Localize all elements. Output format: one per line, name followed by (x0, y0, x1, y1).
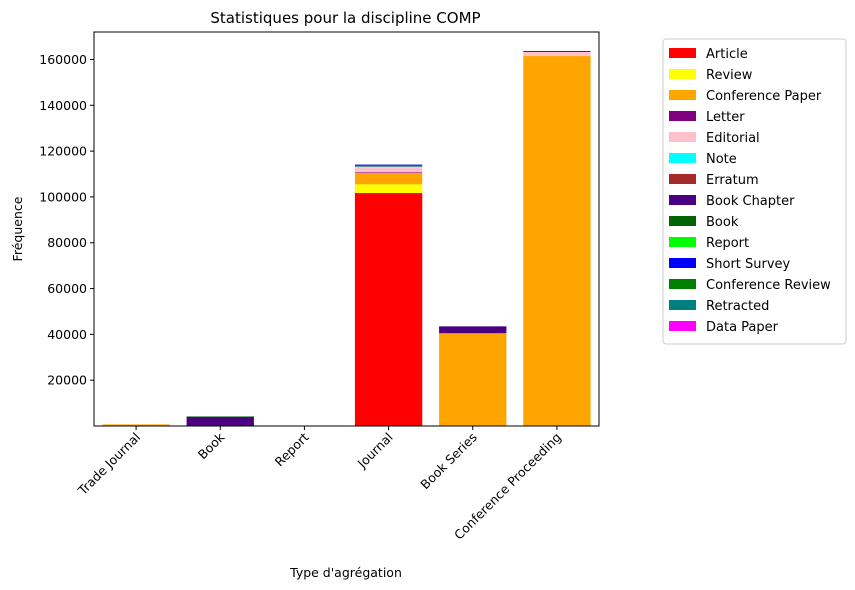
y-tick-label: 140000 (39, 98, 87, 113)
legend-swatch (669, 69, 696, 79)
legend-label: Letter (706, 110, 745, 125)
legend-swatch (669, 132, 696, 142)
bar-segment (354, 172, 423, 185)
legend-swatch (669, 279, 696, 289)
legend-swatch (669, 48, 696, 58)
bar-segment (354, 164, 423, 166)
legend-swatch (669, 300, 696, 310)
bar-segment (102, 424, 170, 426)
legend-label: Book (706, 215, 739, 230)
bar-segment (523, 51, 591, 52)
legend: Article Review Conference Paper Letter Edito… (662, 38, 847, 345)
bar-segment (186, 416, 254, 417)
legend-frame (662, 38, 847, 345)
bar-segment (354, 184, 423, 194)
y-tick-label: 120000 (39, 144, 87, 159)
y-axis-label: Fréquence (10, 196, 25, 261)
legend-label: Erratum (706, 173, 759, 188)
legend-swatch (669, 195, 696, 205)
x-tick-label: Trade Journal (74, 430, 143, 499)
legend-label: Short Survey (706, 257, 791, 272)
legend-label: Editorial (706, 131, 760, 146)
bar-segment (354, 166, 423, 173)
legend-label: Retracted (706, 299, 769, 314)
chart-title: Statistiques pour la discipline COMP (210, 9, 480, 27)
legend-swatch (669, 90, 696, 100)
y-tick-label: 20000 (47, 373, 87, 388)
bar-segment (186, 416, 254, 426)
legend-swatch (669, 153, 696, 163)
bar-segment (354, 166, 423, 167)
legend-label: Note (706, 152, 737, 167)
bar-segment (439, 326, 507, 334)
bar-segment (439, 333, 507, 426)
legend-swatch (669, 111, 696, 121)
legend-swatch (669, 321, 696, 331)
legend-swatch (669, 174, 696, 184)
y-tick-label: 100000 (39, 189, 87, 204)
legend-label: Article (706, 47, 748, 62)
y-tick-label: 60000 (47, 281, 87, 296)
bar-segment (523, 56, 591, 426)
bar-segment (354, 164, 423, 167)
bar-segment (354, 172, 423, 173)
y-tick-label: 40000 (47, 327, 87, 342)
y-tick-label: 80000 (47, 235, 87, 250)
legend-swatch (669, 237, 696, 247)
x-tick-label: Book (195, 429, 228, 462)
legend-swatch (669, 258, 696, 268)
legend-label: Book Chapter (706, 194, 795, 209)
legend-label: Review (706, 68, 753, 83)
legend-label: Data Paper (706, 320, 779, 335)
legend-swatch (669, 216, 696, 226)
x-tick-label: Journal (354, 430, 396, 472)
x-tick-label: Book Series (417, 430, 480, 493)
plot-frame (93, 31, 600, 427)
bar-segment (523, 51, 591, 57)
bars-group (102, 51, 591, 427)
y-axis: 20000 40000 60000 80000 100000 120000 140000 16… (39, 52, 94, 388)
y-tick-label: 160000 (39, 52, 87, 67)
bar-segment (354, 193, 423, 426)
x-axis: Trade Journal Book Report Journal Book Serie… (74, 426, 564, 542)
legend-label: Report (706, 236, 749, 251)
legend-label: Conference Review (706, 278, 831, 293)
legend-label: Conference Paper (706, 89, 822, 104)
x-axis-label: Type d'agrégation (289, 565, 402, 580)
x-tick-label: Report (272, 429, 312, 469)
